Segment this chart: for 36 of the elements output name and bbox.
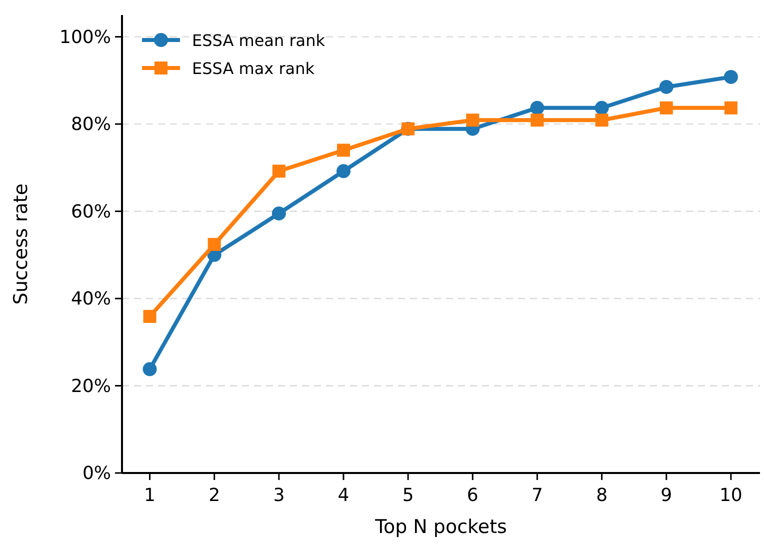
point [594,100,609,115]
y-tick-label: 40% [70,288,111,310]
x-tick-label: 4 [338,485,350,506]
x-tick-label: 6 [466,485,478,506]
x-tick-label: 2 [208,485,220,506]
x-tick-label: 9 [660,485,672,506]
point [660,101,673,114]
y-tick-label: 60% [70,201,111,222]
point [336,164,350,178]
point [142,362,157,376]
x-tick-label: 1 [144,485,156,506]
x-tick-label: 7 [531,485,543,506]
legend-label: ESSA mean rank [192,31,326,50]
x-tick-label: 3 [273,485,285,506]
y-tick-label: 100% [60,26,111,48]
point [143,310,156,323]
legend-label: ESSA max rank [192,59,316,78]
point [530,114,544,127]
x-tick-label: 5 [402,485,414,506]
y-tick-label: 0% [82,463,111,484]
y-tick-label: 80% [70,114,111,136]
y-tick-label: 20% [70,376,111,397]
point [272,206,286,220]
y-axis-title: Success rate [10,183,32,305]
point [272,164,286,178]
point [336,144,350,157]
point [466,114,480,127]
x-tick-label: 8 [596,485,608,506]
point [530,100,544,115]
point [724,70,738,84]
point [659,80,674,94]
x-tick-label: 10 [719,485,742,506]
x-axis-title: Top N pockets [374,516,507,538]
point [208,238,221,251]
point [724,101,738,114]
point [595,114,608,127]
